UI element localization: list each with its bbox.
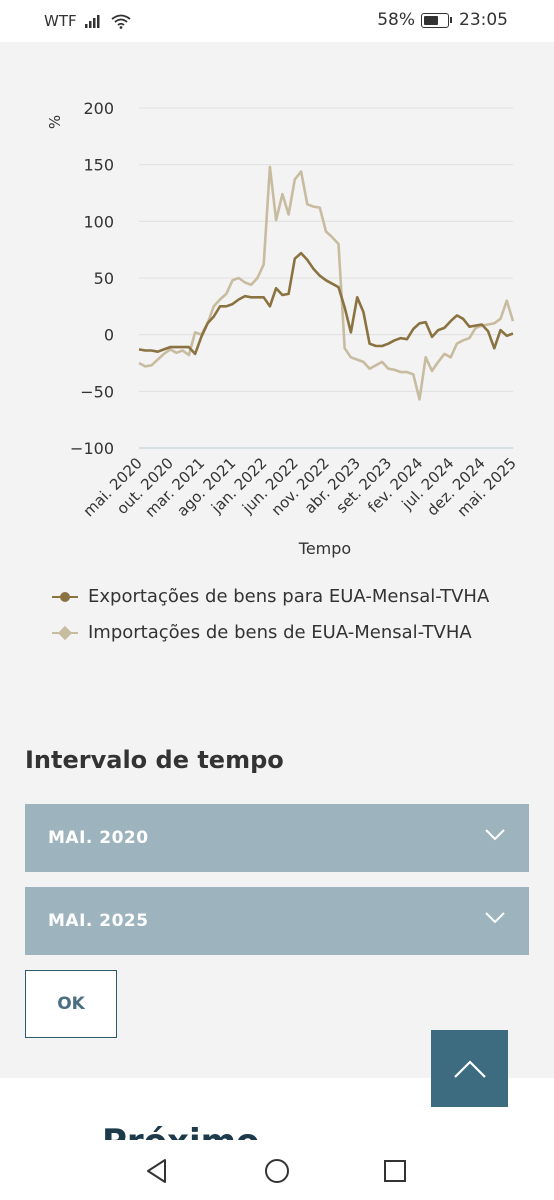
y-axis-label: %: [46, 115, 64, 129]
y-tick-label: 0: [104, 326, 114, 345]
end-date-select[interactable]: MAI. 2025: [25, 887, 529, 955]
ok-button[interactable]: OK: [25, 970, 117, 1038]
x-axis-label: Tempo: [298, 539, 351, 558]
battery-percent: 58%: [377, 10, 415, 30]
legend-marker-imports: [52, 625, 78, 641]
next-section-heading: Próximo: [102, 1122, 259, 1140]
y-tick-label: 50: [94, 269, 114, 288]
legend-item-exports[interactable]: Exportações de bens para EUA-Mensal-TVHA: [52, 584, 492, 610]
back-triangle-icon[interactable]: [145, 1158, 169, 1184]
y-tick-label: −50: [80, 382, 114, 401]
chevron-up-icon: [453, 1059, 486, 1078]
status-left: WTF: [44, 12, 131, 30]
chevron-down-icon: [485, 829, 505, 841]
series-line-exports: [138, 251, 514, 356]
legend-label-imports: Importações de bens de EUA-Mensal-TVHA: [88, 622, 472, 643]
series-line-imports: [138, 165, 515, 401]
carrier-label: WTF: [44, 12, 77, 30]
status-right: 58% 23:05: [377, 10, 508, 30]
status-bar: WTF 58% 23:05: [0, 0, 554, 42]
interval-title: Intervalo de tempo: [25, 746, 284, 774]
y-tick-label: −100: [70, 439, 114, 458]
y-tick-label: 150: [83, 156, 114, 175]
legend-item-imports[interactable]: Importações de bens de EUA-Mensal-TVHA: [52, 620, 492, 646]
recents-square-icon[interactable]: [383, 1159, 407, 1183]
chart-legend: Exportações de bens para EUA-Mensal-TVHA…: [52, 584, 492, 656]
clock: 23:05: [459, 10, 508, 30]
y-tick-label: 100: [83, 212, 114, 231]
home-circle-icon[interactable]: [264, 1158, 290, 1184]
legend-marker-exports: [52, 592, 78, 602]
y-tick-label: 200: [83, 99, 114, 118]
signal-icon: [84, 15, 100, 28]
start-date-select[interactable]: MAI. 2020: [25, 804, 529, 872]
chevron-down-icon: [485, 912, 505, 924]
end-date-value: MAI. 2025: [48, 911, 149, 931]
start-date-value: MAI. 2020: [48, 828, 149, 848]
legend-label-exports: Exportações de bens para EUA-Mensal-TVHA: [88, 586, 490, 607]
battery-icon: [421, 12, 452, 28]
scroll-to-top-button[interactable]: [431, 1030, 508, 1107]
wifi-icon: [111, 14, 131, 29]
android-nav-bar: [0, 1140, 554, 1200]
